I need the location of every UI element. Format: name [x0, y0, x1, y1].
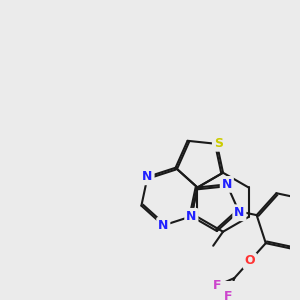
Text: N: N [222, 178, 232, 191]
Text: S: S [214, 137, 223, 150]
Text: F: F [213, 279, 221, 292]
Text: N: N [142, 170, 153, 183]
Text: F: F [224, 290, 233, 300]
Text: N: N [234, 206, 244, 219]
Text: O: O [244, 254, 255, 267]
Text: N: N [158, 219, 169, 232]
Text: N: N [186, 210, 197, 223]
